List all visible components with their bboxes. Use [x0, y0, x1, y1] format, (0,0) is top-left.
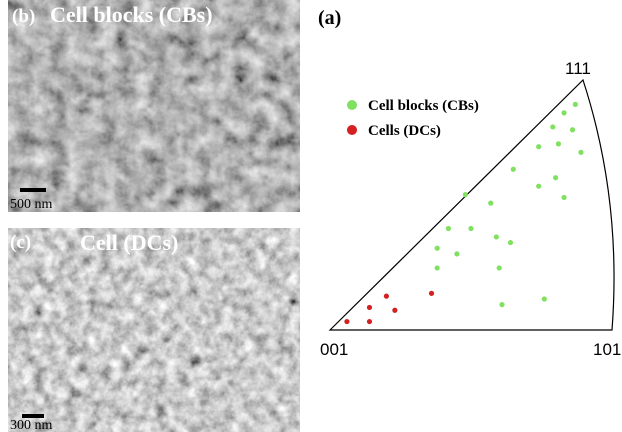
panel-caption: Cell blocks (CBs) [50, 2, 213, 27]
tem-image [8, 0, 300, 212]
data-point [367, 305, 372, 310]
data-point [556, 141, 561, 146]
data-point [463, 192, 468, 197]
data-point [511, 167, 516, 172]
data-point [429, 291, 434, 296]
scale-bar [20, 188, 46, 192]
data-point [446, 226, 451, 231]
data-point [570, 127, 575, 132]
data-point [578, 150, 583, 155]
panel-label: (b) [12, 6, 35, 27]
data-point [367, 319, 372, 324]
vertex-label: 101 [593, 340, 621, 359]
vertex-label: 111 [565, 59, 591, 78]
scale-label: 300 nm [10, 418, 53, 432]
panel-label: (a) [318, 7, 341, 29]
data-point [561, 195, 566, 200]
vertex-label: 001 [320, 340, 348, 359]
legend-marker [347, 100, 357, 110]
data-point [488, 201, 493, 206]
data-point [499, 302, 504, 307]
data-point [384, 294, 389, 299]
tem-image [8, 228, 300, 432]
scale-label: 500 nm [10, 197, 53, 212]
legend-label: Cells (DCs) [368, 123, 441, 139]
data-point [550, 124, 555, 129]
data-point [344, 319, 349, 324]
data-point [468, 226, 473, 231]
panel-caption: Cell (DCs) [80, 230, 178, 255]
data-point [536, 144, 541, 149]
data-point [553, 175, 558, 180]
data-point [536, 184, 541, 189]
figure: (b) Cell blocks (CBs) 500 nm (c) Cell (D… [0, 0, 622, 432]
legend-label: Cell blocks (CBs) [368, 98, 479, 114]
data-point [435, 246, 440, 251]
data-point [497, 265, 502, 270]
data-point [392, 308, 397, 313]
data-point [435, 265, 440, 270]
stereographic-triangle [330, 80, 614, 330]
data-point [508, 240, 513, 245]
data-point [573, 102, 578, 107]
legend-marker [347, 125, 357, 135]
data-point [494, 234, 499, 239]
data-point [542, 296, 547, 301]
data-point [454, 251, 459, 256]
panel-label: (c) [10, 232, 31, 253]
data-point [561, 110, 566, 115]
